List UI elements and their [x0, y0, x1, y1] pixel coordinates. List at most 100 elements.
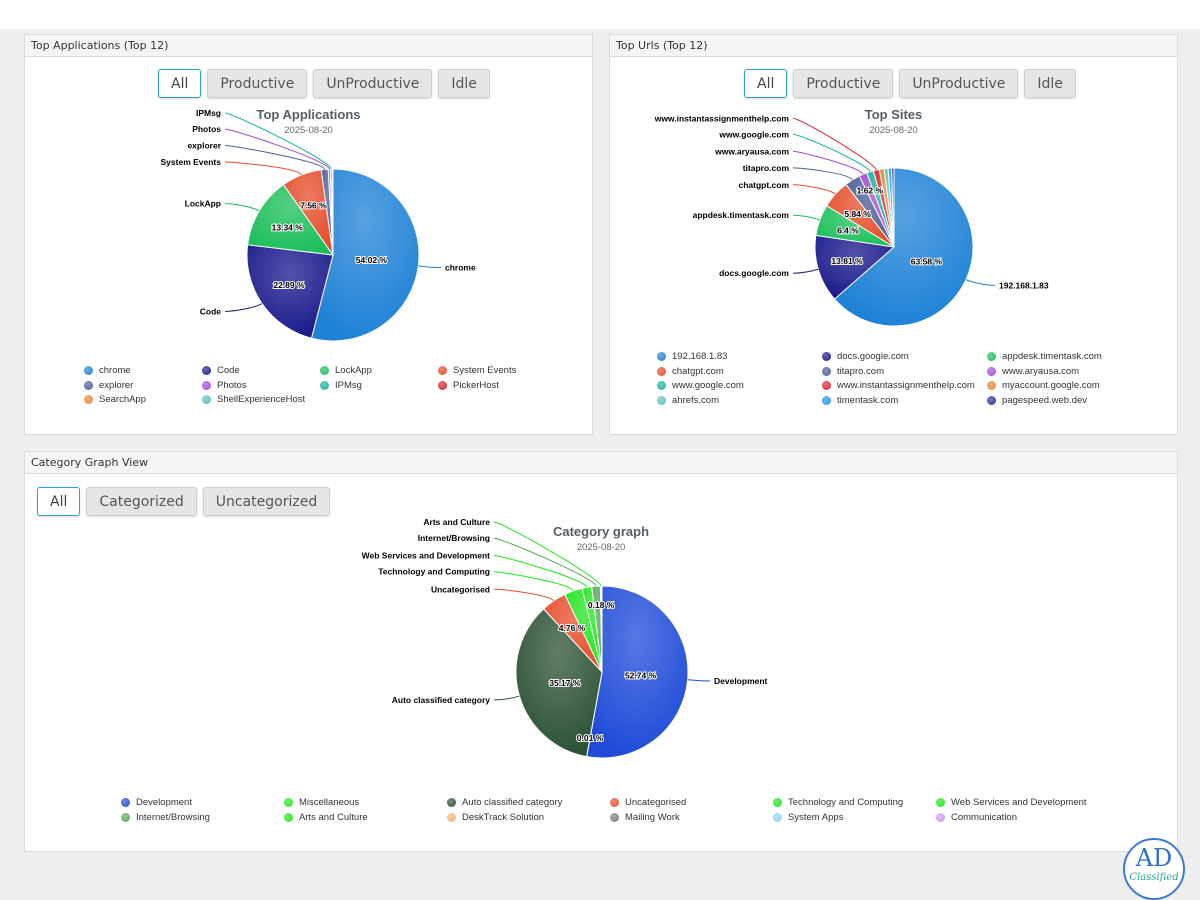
filter-tabs: All Productive UnProductive Idle [158, 69, 490, 98]
callout-connector [418, 265, 442, 269]
legend-marker [202, 366, 211, 376]
filter-unproductive-button[interactable]: UnProductive [899, 69, 1019, 98]
legend-item-uncategorised[interactable]: Uncategorised [610, 797, 773, 809]
legend-item-ipmsg[interactable]: IPMsg [320, 380, 438, 392]
legend-item-system-apps[interactable]: System Apps [773, 812, 936, 824]
legend-item-www-aryausa-com[interactable]: www.aryausa.com [987, 366, 1152, 378]
callout-label-arts-and-culture: Arts and Culture [423, 517, 490, 527]
filter-unproductive-button[interactable]: UnProductive [313, 69, 433, 98]
legend-item-miscellaneous[interactable]: Miscellaneous [284, 797, 447, 809]
legend-item-ahrefs-com[interactable]: ahrefs.com [657, 395, 822, 407]
pie-slice-pagespeed-web-dev[interactable] [891, 167, 895, 248]
filter-tabs: All Productive UnProductive Idle [744, 69, 1076, 98]
chart-title: Top Sites [864, 107, 923, 122]
callout-connector [224, 144, 326, 170]
legend-item-titapro-com[interactable]: titapro.com [822, 366, 987, 378]
legend-item-code[interactable]: Code [202, 365, 320, 377]
legend-item-shellexperiencehost[interactable]: ShellExperienceHost [202, 394, 320, 406]
filter-all-button[interactable]: All [37, 487, 81, 516]
legend-label: IPMsg [335, 379, 362, 391]
legend-item-explorer[interactable]: explorer [84, 380, 202, 392]
filter-productive-button[interactable]: Productive [793, 69, 894, 98]
callout-connector [792, 214, 820, 221]
callout-connector [493, 571, 574, 592]
pie-value-label: 0.01 % [577, 733, 604, 743]
legend-item-system-events[interactable]: System Events [438, 365, 556, 377]
pie-slice-docs-google-com[interactable] [814, 234, 896, 300]
legend-marker [822, 381, 831, 391]
legend-marker [773, 798, 782, 808]
callout-label-www-instantassignmenthelp-com: www.instantassignmenthelp.com [654, 113, 790, 123]
legend-item-mailing-work[interactable]: Mailing Work [610, 812, 773, 824]
legend-marker [610, 798, 619, 808]
legend-marker [987, 366, 996, 376]
legend-marker [987, 352, 996, 362]
chart-subtitle: 2025-08-20 [284, 125, 333, 136]
callout-label-titapro-com: titapro.com [743, 163, 790, 173]
callout-label-appdesk-timentask-com: appdesk.timentask.com [693, 210, 790, 220]
legend-item-192-168-1-83[interactable]: 192.168.1.83 [657, 351, 822, 363]
legend-item-appdesk-timentask-com[interactable]: appdesk.timentask.com [987, 351, 1152, 363]
legend-item-chrome[interactable]: chrome [84, 365, 202, 377]
legend-label: docs.google.com [837, 351, 909, 363]
pie-slice-192-168-1-83[interactable] [833, 167, 974, 327]
legend-label: Auto classified category [462, 797, 563, 809]
pie-slice-auto-classified-category[interactable] [515, 608, 603, 758]
legend-item-lockapp[interactable]: LockApp [320, 365, 438, 377]
legend-marker [657, 352, 666, 362]
filter-productive-button[interactable]: Productive [207, 69, 308, 98]
legend-item-desktrack-solution[interactable]: DeskTrack Solution [447, 812, 610, 824]
legend-marker [438, 380, 447, 390]
filter-all-button[interactable]: All [744, 69, 788, 98]
callout-label-www-google-com: www.google.com [718, 129, 789, 139]
legend-item-timentask-com[interactable]: timentask.com [822, 395, 987, 407]
legend-marker [822, 395, 831, 405]
legend-item-www-instantassignmenthelp-com[interactable]: www.instantassignmenthelp.com [822, 380, 987, 392]
filter-idle-button[interactable]: Idle [1024, 69, 1076, 98]
legend-item-arts-and-culture[interactable]: Arts and Culture [284, 812, 447, 824]
legend-item-chatgpt-com[interactable]: chatgpt.com [657, 366, 822, 378]
legend-label: Code [217, 365, 240, 377]
legend-item-www-google-com[interactable]: www.google.com [657, 380, 822, 392]
pie-slice-lockapp[interactable] [247, 183, 335, 256]
callout-connector [224, 203, 260, 212]
legend-label: Mailing Work [625, 811, 680, 823]
chart-legend: Development Miscellaneous Auto classified … [121, 797, 1099, 823]
legend-item-myaccount-google-com[interactable]: myaccount.google.com [987, 380, 1152, 392]
callout-label-photos: Photos [192, 124, 221, 134]
panel-header: Category Graph View [25, 452, 1177, 474]
legend-item-docs-google-com[interactable]: docs.google.com [822, 351, 987, 363]
callout-connector [224, 128, 330, 170]
callout-label-docs-google-com: docs.google.com [719, 268, 789, 278]
legend-item-internet-browsing[interactable]: Internet/Browsing [121, 812, 284, 824]
legend-label: www.aryausa.com [1002, 365, 1080, 377]
legend-item-photos[interactable]: Photos [202, 380, 320, 392]
legend-item-web-services-and-development[interactable]: Web Services and Development [936, 797, 1099, 809]
legend-marker [84, 395, 93, 405]
filter-uncategorized-button[interactable]: Uncategorized [202, 487, 331, 516]
pie-slice-code[interactable] [246, 244, 334, 339]
pie-value-label: 6.4 % [837, 225, 859, 235]
legend-item-pickerhost[interactable]: PickerHost [438, 380, 556, 392]
legend-item-communication[interactable]: Communication [936, 812, 1099, 824]
legend-item-pagespeed-web-dev[interactable]: pagespeed.web.dev [987, 395, 1152, 407]
filter-all-button[interactable]: All [158, 69, 202, 98]
filter-idle-button[interactable]: Idle [438, 69, 490, 98]
urls-pie-chart: 63.58 % 13.81 % 6.4 % 5.84 % 1.62 % 192.168.1… [654, 113, 1049, 327]
legend-label: LockApp [335, 365, 372, 377]
pie-value-label: 54.02 % [356, 255, 388, 265]
pie-value-label: 22.89 % [273, 280, 305, 290]
pie-slice-development[interactable] [586, 585, 689, 759]
pie-value-label: 1.62 % [857, 185, 884, 195]
legend-item-technology-and-computing[interactable]: Technology and Computing [773, 797, 936, 809]
legend-item-development[interactable]: Development [121, 797, 284, 809]
legend-item-searchapp[interactable]: SearchApp [84, 394, 202, 406]
category-graph-panel: Category Graph View All Categorized Unca… [24, 451, 1178, 852]
callout-connector [224, 161, 302, 176]
legend-label: Miscellaneous [299, 797, 360, 809]
legend-marker [447, 812, 456, 822]
filter-categorized-button[interactable]: Categorized [86, 487, 197, 516]
panel-header: Top Applications (Top 12) [25, 35, 592, 57]
legend-item-auto-classified-category[interactable]: Auto classified category [447, 797, 610, 809]
callout-connector [493, 695, 520, 701]
